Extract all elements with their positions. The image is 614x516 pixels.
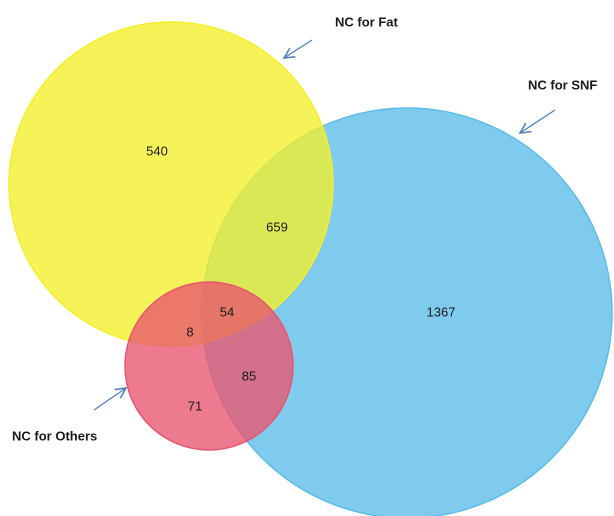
region-count: 71 <box>188 398 202 413</box>
arrow <box>93 388 126 411</box>
arrow <box>520 109 556 133</box>
arrows <box>93 39 556 411</box>
set-label: NC for Fat <box>335 14 399 29</box>
region-count: 8 <box>186 324 193 339</box>
set-label: NC for Others <box>12 428 97 443</box>
set-label: NC for SNF <box>528 77 597 92</box>
region-count: 85 <box>242 368 256 383</box>
region-count: 1367 <box>427 304 456 319</box>
arrow <box>284 39 313 58</box>
set-circle <box>124 281 294 451</box>
region-count: 54 <box>220 304 234 319</box>
region-count: 659 <box>266 219 288 234</box>
region-count: 540 <box>146 143 168 158</box>
